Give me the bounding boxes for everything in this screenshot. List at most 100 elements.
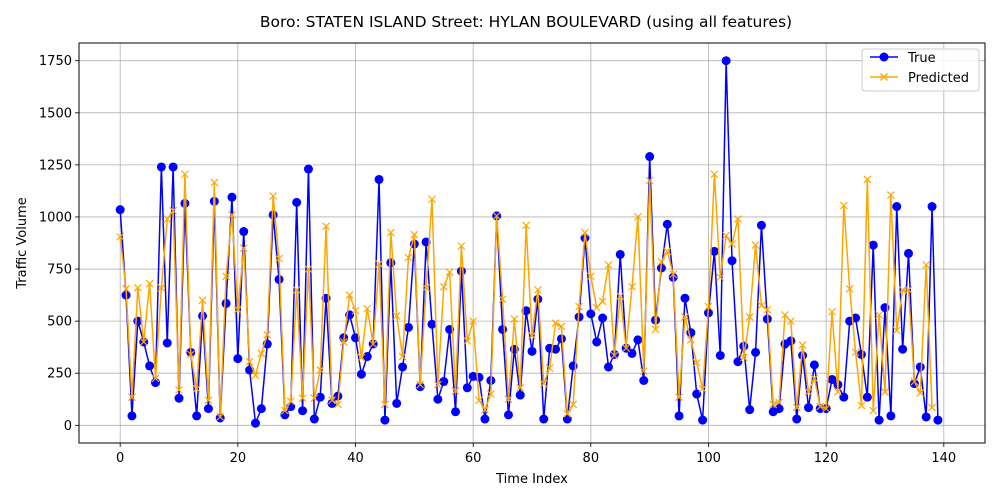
- predicted-point: [345, 291, 354, 300]
- true-point: [380, 415, 390, 425]
- predicted-point: [310, 394, 319, 403]
- predicted-point: [857, 401, 866, 410]
- true-point: [351, 333, 361, 343]
- true-point: [804, 403, 814, 413]
- predicted-point: [392, 311, 401, 320]
- true-point: [333, 391, 343, 401]
- true-point: [898, 344, 908, 354]
- predicted-point: [157, 283, 166, 292]
- predicted-point: [881, 388, 889, 396]
- true-point: [562, 414, 572, 424]
- true-point: [162, 338, 172, 348]
- predicted-point: [151, 374, 160, 383]
- predicted-point: [628, 282, 636, 291]
- predicted-point: [245, 357, 254, 366]
- predicted-point: [457, 242, 466, 251]
- predicted-point: [763, 305, 772, 314]
- predicted-point: [410, 230, 419, 239]
- predicted-point: [316, 366, 325, 375]
- x-tick-label: 120: [814, 451, 839, 466]
- y-tick-label: 1250: [39, 158, 72, 173]
- predicted-point: [516, 383, 525, 392]
- predicted-point: [863, 175, 872, 184]
- predicted-point: [716, 273, 725, 282]
- true-point: [662, 219, 672, 229]
- grid: [79, 43, 985, 443]
- predicted-point: [439, 282, 448, 291]
- y-tick-label: 750: [47, 263, 72, 278]
- predicted-point: [210, 178, 219, 187]
- predicted-point: [592, 303, 601, 312]
- true-point: [115, 205, 125, 215]
- predicted-point: [733, 215, 742, 223]
- predicted-point: [875, 310, 884, 319]
- predicted-point: [469, 317, 478, 326]
- true-point: [515, 390, 525, 400]
- predicted-point: [898, 285, 907, 294]
- true-point: [715, 351, 725, 360]
- predicted-point: [163, 215, 172, 223]
- predicted-point: [616, 292, 625, 301]
- predicted-point: [269, 192, 278, 201]
- true-point: [433, 394, 443, 404]
- predicted-markers: [116, 170, 936, 421]
- predicted-point: [304, 265, 313, 273]
- true-point: [874, 415, 884, 425]
- true-point: [239, 227, 249, 237]
- predicted-point: [498, 295, 507, 304]
- x-axis-label: Time Index: [495, 472, 568, 487]
- legend-predicted-marker: [880, 73, 888, 81]
- true-point: [904, 248, 914, 258]
- predicted-point: [792, 403, 801, 412]
- true-point: [403, 322, 413, 332]
- true-point: [556, 334, 566, 344]
- predicted-point: [204, 396, 213, 405]
- true-point: [503, 410, 513, 420]
- predicted-point: [822, 404, 831, 413]
- true-point: [774, 404, 784, 414]
- predicted-point: [169, 206, 178, 215]
- predicted-point: [575, 302, 583, 311]
- predicted-point: [563, 409, 572, 418]
- true-point: [174, 393, 184, 403]
- x-tick-label: 100: [696, 451, 721, 466]
- predicted-point: [651, 325, 660, 334]
- predicted-point: [251, 371, 260, 380]
- true-point: [551, 344, 561, 354]
- true-point: [145, 361, 155, 371]
- true-point: [150, 378, 160, 388]
- legend: True Predicted: [861, 48, 980, 92]
- x-tick-label: 80: [583, 451, 600, 466]
- predicted-point: [569, 400, 578, 409]
- x-tick-label: 40: [347, 451, 364, 466]
- true-point: [862, 392, 872, 402]
- true-point: [521, 306, 531, 316]
- predicted-point: [551, 319, 560, 328]
- true-point: [462, 383, 472, 393]
- predicted-point: [198, 296, 207, 305]
- true-point: [809, 360, 819, 370]
- true-point: [227, 192, 237, 202]
- predicted-point: [263, 330, 272, 339]
- true-point: [633, 335, 643, 345]
- predicted-point: [539, 379, 548, 388]
- ticks: 0 20 40 60 80 100 120 140 0 250 500 750 1000 1250 1500…: [39, 54, 956, 466]
- x-tick-label: 60: [465, 451, 482, 466]
- predicted-point: [522, 221, 531, 230]
- y-tick-label: 0: [64, 419, 72, 434]
- predicted-point: [686, 335, 695, 344]
- predicted-point: [581, 228, 589, 237]
- predicted-point: [257, 349, 266, 358]
- true-point: [451, 407, 461, 417]
- true-point: [456, 266, 466, 276]
- x-tick-label: 0: [116, 451, 124, 466]
- predicted-point: [216, 413, 225, 421]
- y-tick-label: 500: [47, 315, 72, 330]
- predicted-point: [433, 380, 442, 389]
- plot-frame: [78, 42, 986, 444]
- true-point: [921, 412, 931, 422]
- true-point: [203, 404, 213, 414]
- predicted-point: [698, 384, 707, 393]
